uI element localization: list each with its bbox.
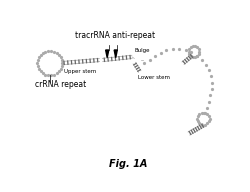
- Text: Fig. 1A: Fig. 1A: [109, 159, 147, 169]
- Polygon shape: [106, 50, 109, 58]
- Text: tracrRNA anti-repeat: tracrRNA anti-repeat: [75, 31, 155, 40]
- Text: Upper stem: Upper stem: [64, 69, 96, 74]
- Text: Bulge: Bulge: [134, 48, 150, 53]
- Text: Lower stem: Lower stem: [138, 75, 170, 80]
- Polygon shape: [114, 50, 117, 58]
- Text: crRNA repeat: crRNA repeat: [35, 80, 86, 89]
